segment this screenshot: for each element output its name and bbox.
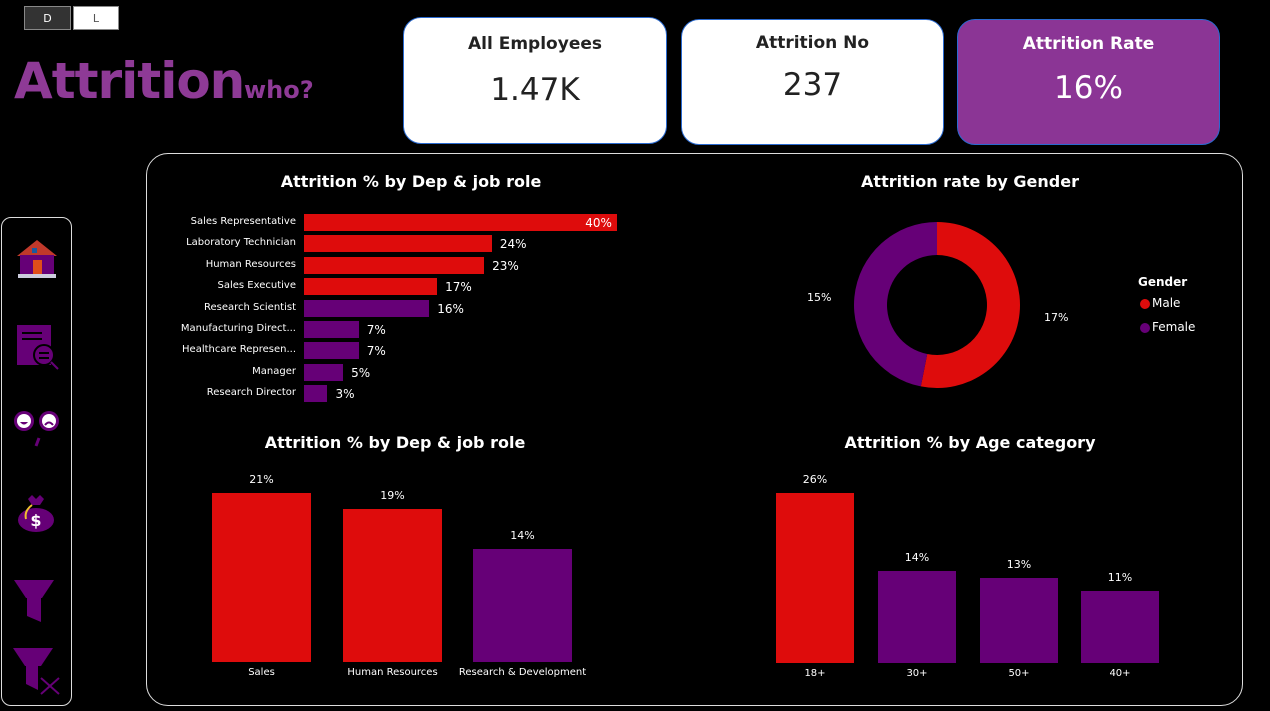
data-label: 19% xyxy=(380,489,405,503)
category-label: Research Scientist xyxy=(204,301,296,313)
data-label: 23% xyxy=(492,258,519,273)
category-label: 18+ xyxy=(804,668,826,679)
data-label: 17% xyxy=(1044,311,1069,324)
kpi-value: 16% xyxy=(1054,70,1123,106)
legend-item: Female xyxy=(1152,320,1196,334)
filter-icon[interactable] xyxy=(12,578,58,624)
report-search-icon[interactable] xyxy=(14,323,60,371)
data-label: 7% xyxy=(366,344,386,359)
bar xyxy=(304,342,359,360)
category-label: Sales xyxy=(248,667,275,678)
kpi-attrition-rate: Attrition Rate 16% xyxy=(957,19,1220,145)
bar xyxy=(212,492,311,662)
category-label: Manufacturing Direct... xyxy=(180,323,296,334)
legend-marker xyxy=(1140,323,1150,333)
sidebar: $ xyxy=(1,217,72,706)
data-label: 17% xyxy=(445,280,472,295)
bar xyxy=(304,235,492,253)
svg-text:$: $ xyxy=(30,511,41,530)
chart-title: Attrition rate by Gender xyxy=(861,172,1079,191)
dark-mode-toggle[interactable]: D xyxy=(24,6,71,30)
bar xyxy=(776,492,854,663)
category-label: Human Resources xyxy=(205,258,296,270)
data-label: 16% xyxy=(437,301,464,316)
kpi-all-employees: All Employees 1.47K xyxy=(403,17,667,144)
data-label: 26% xyxy=(802,472,828,486)
bar xyxy=(304,363,344,381)
satisfaction-gauge-icon[interactable] xyxy=(14,408,60,452)
bar xyxy=(980,577,1058,663)
category-label: Research Director xyxy=(206,387,296,399)
kpi-label: Attrition No xyxy=(755,33,870,53)
data-label: 21% xyxy=(249,472,274,486)
bar xyxy=(304,299,430,317)
home-icon[interactable] xyxy=(14,238,60,280)
category-label: Healthcare Represen... xyxy=(182,344,296,356)
bar xyxy=(304,385,328,403)
bar xyxy=(473,549,572,662)
chart-title: Attrition % by Dep & job role xyxy=(264,433,526,452)
data-label: 14% xyxy=(904,551,930,565)
kpi-label: All Employees xyxy=(468,34,602,54)
chart-title: Attrition % by Age category xyxy=(844,433,1096,452)
data-label: 15% xyxy=(807,291,832,304)
category-label: Research & Development xyxy=(458,667,587,678)
bar xyxy=(304,321,359,338)
chart-title: Attrition % by Dep & job role xyxy=(280,172,542,191)
kpi-label: Attrition Rate xyxy=(1022,34,1155,54)
category-label: Manager xyxy=(252,365,296,377)
category-label: 30+ xyxy=(906,668,928,679)
charts-panel xyxy=(146,153,1243,706)
kpi-value: 1.47K xyxy=(490,72,580,108)
page-subtitle: who? xyxy=(244,76,314,104)
data-label: 7% xyxy=(366,323,386,337)
legend-item: Male xyxy=(1152,296,1181,310)
data-label: 11% xyxy=(1107,571,1133,585)
category-label: Sales Executive xyxy=(217,280,296,292)
bar xyxy=(1081,591,1159,663)
category-label: Sales Representative xyxy=(190,216,296,227)
category-label: Human Resources xyxy=(347,667,438,678)
money-bag-icon[interactable]: $ xyxy=(14,493,60,535)
page-title: Attrition xyxy=(14,52,245,110)
bar xyxy=(304,278,438,296)
category-label: Laboratory Technician xyxy=(186,237,296,249)
data-label: 40% xyxy=(585,216,612,230)
data-label: 14% xyxy=(510,529,535,543)
category-label: 40+ xyxy=(1109,668,1131,679)
data-label: 3% xyxy=(335,387,355,402)
category-label: 50+ xyxy=(1008,668,1030,679)
bar xyxy=(304,214,618,231)
data-label: 24% xyxy=(499,237,527,252)
bar xyxy=(343,509,442,662)
kpi-attrition-no: Attrition No 237 xyxy=(681,19,944,145)
clear-filter-icon[interactable] xyxy=(11,646,63,696)
legend-title: Gender xyxy=(1138,275,1188,289)
data-label: 13% xyxy=(1006,557,1032,571)
kpi-value: 237 xyxy=(782,67,843,103)
legend-marker xyxy=(1140,299,1150,309)
bar xyxy=(878,571,956,663)
bar xyxy=(304,256,485,274)
data-label: 5% xyxy=(351,365,371,380)
light-mode-toggle[interactable]: L xyxy=(73,6,119,30)
